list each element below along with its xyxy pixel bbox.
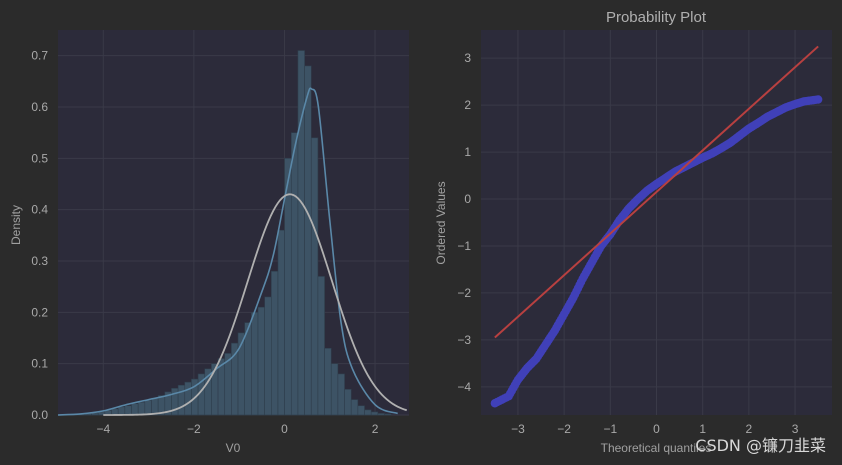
histogram-bar [337, 373, 345, 416]
histogram-bar [151, 397, 159, 416]
histogram-bar [310, 137, 319, 416]
histogram-bar [177, 384, 186, 416]
right-x-axis-label: Theoretical quantiles [601, 441, 712, 455]
right-x-tick-label: −3 [511, 422, 525, 436]
left-y-tick-label: 0.6 [31, 100, 48, 114]
left-y-tick-label: 0.2 [31, 305, 48, 319]
histogram-bar [317, 276, 325, 416]
right-y-tick-label: 2 [464, 98, 471, 112]
right-y-tick-labels: −4 −3 −2 −1 0 1 2 3 [457, 51, 471, 394]
left-y-tick-label: 0.0 [31, 408, 48, 422]
right-y-tick-label: −3 [457, 333, 471, 347]
right-y-tick-label: −1 [457, 239, 471, 253]
right-y-axis-label: Ordered Values [434, 181, 448, 264]
right-x-tick-label: 3 [792, 422, 799, 436]
right-x-tick-label: −2 [557, 422, 571, 436]
right-y-tick-label: 3 [464, 51, 471, 65]
histogram-bar [277, 229, 285, 416]
histogram-bar [264, 296, 272, 416]
kde-curve [57, 87, 398, 416]
right-x-tick-label: −1 [603, 422, 617, 436]
right-y-tick-label: −4 [457, 380, 471, 394]
histogram-bar [364, 409, 372, 416]
left-y-axis-label: Density [9, 205, 23, 245]
histogram-bar [131, 403, 139, 416]
histogram-bars [71, 50, 392, 416]
histogram-bar [357, 405, 365, 416]
histogram-bar [377, 413, 385, 416]
histogram-bar [144, 399, 152, 416]
right-x-tick-labels: −3 −2 −1 0 1 2 3 [511, 422, 799, 436]
histogram-bar [124, 405, 132, 416]
right-y-tick-label: −2 [457, 286, 471, 300]
histogram-bar [297, 50, 305, 416]
histogram-bar [370, 411, 379, 416]
left-y-tick-label: 0.4 [31, 203, 48, 217]
right-gridlines [481, 30, 832, 415]
left-y-tick-labels: 0.0 0.1 0.2 0.3 0.4 0.5 0.6 0.7 [31, 49, 48, 422]
right-y-tick-label: 1 [464, 145, 471, 159]
histogram-bar [384, 413, 392, 416]
right-chart-title: Probability Plot [606, 9, 707, 26]
right-x-tick-label: 2 [746, 422, 753, 436]
right-x-tick-label: 0 [653, 422, 660, 436]
density-histogram-chart: −4 −2 0 2 0.0 0.1 0.2 0.3 0.4 0.5 0.6 0.7 V0 Densi… [9, 30, 409, 455]
right-y-tick-label: 0 [464, 192, 471, 206]
histogram-bar [324, 347, 332, 416]
left-x-tick-label: 2 [372, 422, 379, 436]
left-y-tick-label: 0.5 [31, 151, 48, 165]
histogram-bar [344, 389, 352, 416]
histogram-bar [184, 381, 192, 416]
left-y-tick-label: 0.1 [31, 357, 48, 371]
normal-fit-curve [103, 193, 408, 416]
left-x-axis-label: V0 [226, 441, 241, 455]
histogram-bar [251, 312, 259, 416]
histogram-bar [117, 406, 126, 416]
histogram-bar [304, 65, 312, 416]
left-x-tick-label: 0 [281, 422, 288, 436]
right-x-tick-label: 1 [699, 422, 706, 436]
histogram-bar [257, 306, 265, 416]
watermark: CSDN @镰刀韭菜 [695, 436, 826, 455]
left-y-tick-label: 0.3 [31, 254, 48, 268]
histogram-bar [271, 270, 279, 416]
qq-points [490, 95, 823, 408]
left-x-tick-label: −2 [187, 422, 201, 436]
left-x-tick-labels: −4 −2 0 2 [96, 422, 378, 436]
histogram-bar [290, 132, 299, 416]
probability-plot-chart: −3 −2 −1 0 1 2 3 −4 −3 −2 −1 0 1 2 3 Probability Plot… [434, 9, 832, 455]
histogram-bar [330, 363, 339, 416]
qq-point [813, 95, 823, 104]
left-y-tick-label: 0.7 [31, 49, 48, 63]
qq-fit-line [494, 45, 819, 339]
histogram-bar [137, 401, 146, 416]
left-x-tick-label: −4 [96, 422, 110, 436]
histogram-bar [350, 399, 359, 416]
